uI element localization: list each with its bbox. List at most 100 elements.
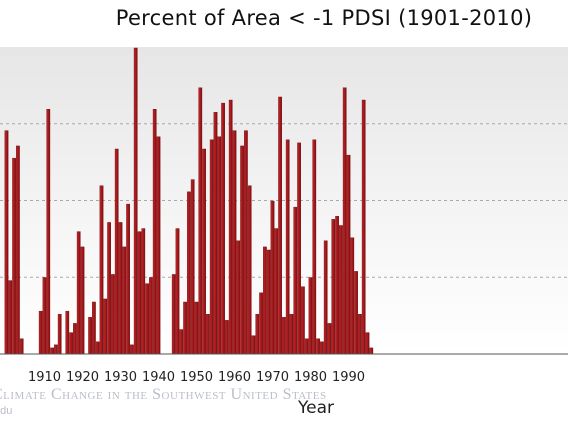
bar-1984 bbox=[323, 240, 328, 355]
bar-1968 bbox=[263, 246, 267, 355]
x-tick-label-1940: 1940 bbox=[142, 370, 175, 385]
bar-1956 bbox=[217, 136, 222, 355]
bar-1923 bbox=[92, 301, 96, 355]
bar-1967 bbox=[259, 292, 263, 355]
bar-1953 bbox=[206, 314, 210, 355]
bar-1983 bbox=[320, 341, 324, 355]
bar-1900 bbox=[4, 130, 9, 355]
bar-1924 bbox=[95, 341, 100, 355]
bar-1950 bbox=[194, 301, 199, 355]
bar-1949 bbox=[190, 179, 195, 355]
bar-1971 bbox=[274, 228, 279, 355]
bar-1992 bbox=[354, 271, 358, 355]
bar-1979 bbox=[304, 338, 309, 355]
bar-1963 bbox=[244, 130, 248, 355]
bar-1944 bbox=[171, 274, 176, 355]
x-tick-label-1920: 1920 bbox=[66, 370, 99, 385]
x-tick-label-1950: 1950 bbox=[180, 370, 213, 385]
bar-1959 bbox=[228, 99, 233, 355]
bar-1977 bbox=[297, 142, 301, 355]
watermark-sub: edu bbox=[0, 405, 13, 417]
bar-1934 bbox=[133, 47, 138, 355]
bar-1990 bbox=[346, 154, 351, 355]
bar-1985 bbox=[327, 323, 332, 355]
bar-1989 bbox=[342, 87, 347, 355]
bar-1960 bbox=[232, 130, 237, 355]
x-tick-label-1910: 1910 bbox=[28, 370, 61, 385]
chart-title: Percent of Area < -1 PDSI (1901-2010) bbox=[115, 6, 533, 30]
bar-1903 bbox=[16, 145, 20, 355]
bar-1995 bbox=[365, 332, 370, 355]
bar-1932 bbox=[126, 203, 130, 355]
bar-1972 bbox=[278, 96, 282, 355]
bar-1987 bbox=[335, 216, 339, 355]
x-axis-label: Year bbox=[298, 398, 334, 418]
bar-1966 bbox=[255, 314, 260, 355]
bar-1926 bbox=[103, 298, 108, 355]
bar-1918 bbox=[73, 323, 77, 355]
bar-1958 bbox=[225, 320, 229, 355]
bar-1947 bbox=[183, 301, 187, 355]
bar-1955 bbox=[213, 112, 218, 355]
bar-1993 bbox=[358, 314, 362, 355]
bar-1928 bbox=[111, 274, 115, 355]
bar-1961 bbox=[236, 240, 241, 355]
bar-1909 bbox=[38, 310, 43, 355]
bar-1930 bbox=[118, 222, 123, 355]
bar-1916 bbox=[65, 310, 70, 355]
bar-1973 bbox=[282, 317, 286, 355]
x-tick-label-1960: 1960 bbox=[218, 370, 251, 385]
bar-1939 bbox=[152, 108, 157, 355]
bar-1965 bbox=[251, 335, 256, 355]
bar-1962 bbox=[240, 145, 244, 355]
bar-1980 bbox=[308, 277, 313, 355]
bar-1952 bbox=[202, 148, 206, 355]
bar-1981 bbox=[312, 139, 317, 355]
bar-1912 bbox=[50, 347, 54, 355]
bar-1976 bbox=[293, 206, 298, 355]
gridlines bbox=[0, 123, 568, 278]
bar-1922 bbox=[88, 317, 92, 355]
bar-1933 bbox=[130, 344, 134, 355]
bar-1945 bbox=[175, 228, 180, 355]
bar-1913 bbox=[54, 344, 58, 355]
bar-1970 bbox=[270, 200, 275, 355]
bar-1917 bbox=[69, 332, 73, 355]
bar-1904 bbox=[19, 338, 24, 355]
bar-1954 bbox=[209, 139, 214, 355]
bar-1951 bbox=[198, 87, 203, 355]
x-tick-label-1990: 1990 bbox=[332, 370, 365, 385]
bar-1936 bbox=[141, 228, 146, 355]
bar-1914 bbox=[57, 314, 62, 355]
bar-1937 bbox=[145, 283, 149, 355]
bar-1996 bbox=[369, 347, 374, 355]
bar-1946 bbox=[179, 329, 184, 355]
x-tick-label-1980: 1980 bbox=[294, 370, 327, 385]
bar-1927 bbox=[107, 222, 111, 355]
bar-1935 bbox=[137, 231, 142, 355]
bar-1920 bbox=[80, 246, 85, 355]
bar-1931 bbox=[122, 246, 127, 355]
x-tick-labels: 1910 1920 1930 1940 1950 1960 1970 1980 1990 bbox=[28, 370, 365, 385]
bar-1901 bbox=[8, 280, 13, 355]
bar-1988 bbox=[339, 225, 343, 355]
x-tick-label-1930: 1930 bbox=[104, 370, 137, 385]
bar-1978 bbox=[301, 286, 305, 355]
bar-1974 bbox=[285, 139, 290, 355]
watermark: Climate Change in the Southwest United S… bbox=[0, 386, 327, 403]
bar-1957 bbox=[221, 102, 225, 355]
bar-1982 bbox=[316, 338, 320, 355]
bar-1986 bbox=[331, 219, 336, 355]
bars bbox=[4, 47, 374, 355]
bar-1975 bbox=[289, 314, 294, 355]
bar-1919 bbox=[76, 231, 81, 355]
bar-1994 bbox=[361, 99, 366, 355]
bar-1911 bbox=[46, 108, 51, 355]
bar-1902 bbox=[12, 157, 16, 355]
bar-1925 bbox=[99, 185, 104, 355]
bar-1991 bbox=[350, 237, 355, 355]
bar-1964 bbox=[247, 185, 252, 355]
bar-1938 bbox=[149, 277, 153, 355]
bar-1948 bbox=[187, 191, 191, 355]
